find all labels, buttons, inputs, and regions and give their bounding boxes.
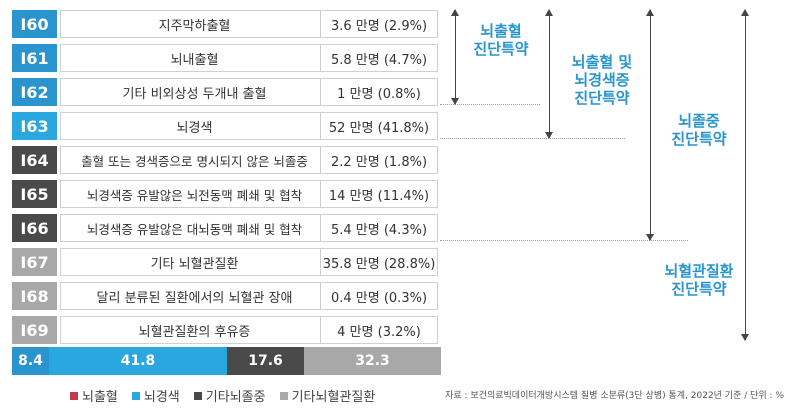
code-badge: I65 — [12, 180, 57, 208]
legend: 뇌출혈 뇌경색 기타뇌졸중 기타뇌혈관질환 — [70, 386, 375, 405]
patient-count: 0.4 만명 (0.3%) — [320, 282, 438, 310]
disease-name: 기타 비외상성 두개내 출혈 — [60, 78, 329, 106]
disease-name: 뇌경색증 유발않은 뇌전동맥 폐쇄 및 협착 — [60, 180, 329, 208]
legend-label: 기타뇌졸중 — [205, 390, 266, 405]
bar-segment-label: 17.6 — [248, 353, 283, 369]
bar-segment-label: 32.3 — [355, 353, 390, 369]
legend-swatch — [70, 391, 78, 400]
group-label-stroke: 뇌졸중 진단특약 — [671, 112, 727, 148]
patient-count: 5.8 만명 (4.7%) — [320, 44, 438, 72]
bar-segment-label: 8.4 — [18, 353, 43, 369]
group-label-cerebrovascular: 뇌혈관질환 진단특약 — [664, 262, 734, 298]
code-badge: I67 — [12, 248, 57, 276]
disease-name: 뇌경색증 유발않은 대뇌동맥 폐쇄 및 협착 — [60, 214, 329, 242]
code-badge: I69 — [12, 316, 57, 344]
patient-count: 35.8 만명 (28.8%) — [320, 248, 438, 276]
code-badge: I60 — [12, 10, 57, 38]
legend-item: 뇌경색 — [131, 386, 180, 405]
bar-segment-label: 41.8 — [120, 353, 156, 369]
group-divider — [440, 138, 625, 139]
bar-segment-infarction: 41.8 — [49, 347, 227, 375]
bar-segment-hemorrhage: 8.4 — [12, 347, 49, 375]
legend-label: 뇌경색 — [143, 390, 180, 405]
group-label-hemorrhage: 뇌출혈 진단특약 — [473, 22, 529, 58]
legend-label: 기타뇌혈관질환 — [291, 390, 376, 405]
legend-item: 기타뇌혈관질환 — [279, 386, 376, 405]
legend-label: 뇌출혈 — [82, 390, 118, 405]
group-label-hemorrhage-infarction: 뇌출혈 및 뇌경색증 진단특약 — [571, 53, 633, 107]
patient-count: 3.6 만명 (2.9%) — [320, 10, 438, 38]
disease-name: 뇌경색 — [60, 112, 329, 140]
code-badge: I68 — [12, 282, 57, 310]
source-note: 자료 : 보건의료빅데이터개방시스템 질병 소분류(3단 상병) 통계, 202… — [445, 391, 784, 401]
bar-segment-other-cerebrovascular: 32.3 — [304, 347, 441, 375]
code-badge: I61 — [12, 44, 57, 72]
disease-name: 지주막하출혈 — [60, 10, 329, 38]
code-badge: I63 — [12, 112, 57, 140]
legend-item: 기타뇌졸중 — [193, 386, 266, 405]
disease-name: 뇌혈관질환의 후유증 — [60, 316, 329, 344]
legend-swatch — [131, 391, 140, 400]
bar-segment-other-stroke: 17.6 — [227, 347, 304, 375]
legend-swatch — [193, 391, 202, 400]
code-badge: I64 — [12, 146, 57, 174]
patient-count: 5.4 만명 (4.3%) — [320, 214, 438, 242]
legend-item: 뇌출혈 — [70, 386, 118, 405]
patient-count: 52 만명 (41.8%) — [320, 112, 438, 140]
patient-count: 2.2 만명 (1.8%) — [320, 146, 438, 174]
group-divider — [440, 104, 540, 105]
disease-name: 달리 분류된 질환에서의 뇌혈관 장애 — [60, 282, 329, 310]
disease-name: 뇌내출혈 — [60, 44, 329, 72]
patient-count: 4 만명 (3.2%) — [320, 316, 438, 344]
code-badge: I62 — [12, 78, 57, 106]
legend-swatch — [279, 391, 288, 400]
group-divider — [440, 240, 688, 241]
code-badge: I66 — [12, 214, 57, 242]
patient-count: 14 만명 (11.4%) — [320, 180, 438, 208]
disease-name: 기타 뇌혈관질환 — [60, 248, 329, 276]
patient-count: 1 만명 (0.8%) — [320, 78, 438, 106]
disease-name: 출혈 또는 경색증으로 명시되지 않은 뇌졸중 — [60, 146, 329, 174]
